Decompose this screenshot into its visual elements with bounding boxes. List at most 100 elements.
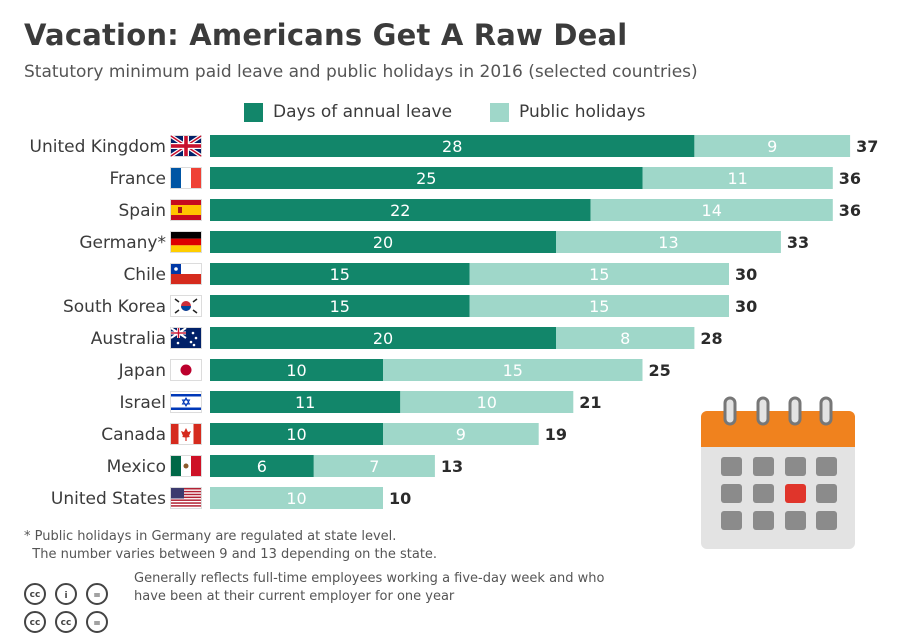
svg-text:=: = [93, 591, 101, 601]
bar-annual-leave [210, 263, 470, 285]
bar-public-holidays [694, 135, 851, 157]
chart-row: South Korea 15 15 30 [63, 295, 757, 317]
bar-value-label: 10 [286, 489, 306, 508]
legend-item-public-holidays: Public holidays [490, 102, 646, 122]
bar-value-label: 10 [286, 361, 306, 380]
bar-annual-leave [210, 295, 470, 317]
svg-text:cc: cc [61, 618, 72, 628]
south-korea-flag-icon [170, 295, 202, 317]
bar-annual-leave [210, 359, 383, 381]
legend-label-public-holidays: Public holidays [519, 102, 646, 122]
country-label: Chile [123, 265, 166, 285]
bar-value-label: 15 [589, 297, 609, 316]
chart-row: Spain 22 14 36 [119, 199, 861, 221]
bar-value-label: 20 [373, 233, 393, 252]
country-label: Mexico [107, 457, 166, 477]
bar-value-label: 22 [390, 201, 410, 220]
svg-text:i: i [64, 591, 67, 601]
bar-public-holidays [590, 199, 833, 221]
bar-public-holidays [556, 231, 781, 253]
bar-value-label: 10 [286, 425, 306, 444]
germany-flag-icon [170, 231, 202, 253]
country-label: France [109, 169, 166, 189]
bar-value-label: 7 [369, 457, 379, 476]
country-label: South Korea [63, 297, 166, 317]
bar-annual-leave [210, 231, 556, 253]
svg-text:cc: cc [30, 590, 41, 600]
bar-annual-leave [210, 327, 556, 349]
country-label: United Kingdom [30, 137, 166, 157]
total-label: 30 [735, 265, 757, 284]
bar-value-label: 15 [330, 265, 350, 284]
canada-flag-icon [170, 423, 202, 445]
legend-item-annual-leave: Days of annual leave [244, 102, 452, 122]
bar-annual-leave [210, 423, 383, 445]
bar-annual-leave [210, 167, 643, 189]
country-label: Spain [119, 201, 167, 221]
us-flag-icon [170, 487, 202, 509]
data-note: Generally reflects full-time employees w… [134, 571, 605, 604]
chart-row: Germany* 20 13 33 [79, 231, 809, 253]
total-label: 36 [839, 201, 861, 220]
total-label: 19 [545, 425, 567, 444]
israel-flag-icon [170, 391, 202, 413]
uk-flag-icon [169, 134, 203, 158]
cc-icon: cc i = cc cc = [24, 583, 108, 633]
bar-value-label: 15 [589, 265, 609, 284]
bar-annual-leave [210, 455, 314, 477]
chart-title: Vacation: Americans Get A Raw Deal [24, 18, 628, 52]
total-label: 37 [856, 137, 878, 156]
bar-value-label: 8 [620, 329, 630, 348]
bar-value-label: 11 [295, 393, 315, 412]
bar-value-label: 10 [477, 393, 497, 412]
bar-annual-leave [210, 391, 401, 413]
chart-row: Israel 11 10 21 [120, 391, 602, 413]
country-label: United States [51, 489, 166, 509]
total-label: 13 [441, 457, 463, 476]
bar-value-label: 25 [416, 169, 436, 188]
mexico-flag-icon [170, 455, 202, 477]
bar-public-holidays [469, 295, 729, 317]
country-label: Japan [118, 361, 166, 381]
legend-label-annual-leave: Days of annual leave [273, 102, 453, 122]
bar-annual-leave [210, 199, 591, 221]
country-label: Canada [101, 425, 166, 445]
total-label: 30 [735, 297, 757, 316]
bar-public-holidays [210, 487, 383, 509]
legend-swatch-public-holidays [490, 102, 510, 122]
chart-row: United Kingdom 28 9 37 [30, 134, 878, 158]
chart-row: United States 10 10 [51, 487, 411, 509]
total-label: 21 [579, 393, 601, 412]
legend-swatch-annual-leave [244, 102, 263, 122]
bar-public-holidays [642, 167, 833, 189]
total-label: 33 [787, 233, 809, 252]
total-label: 10 [389, 489, 411, 508]
bar-value-label: 13 [658, 233, 678, 252]
japan-flag-icon [170, 359, 202, 381]
bar-value-label: 15 [330, 297, 350, 316]
chart-row: Mexico 6 7 13 [107, 455, 463, 477]
chart-subtitle: Statutory minimum paid leave and public … [24, 62, 698, 82]
total-label: 25 [649, 361, 671, 380]
bar-value-label: 20 [373, 329, 393, 348]
australia-flag-icon [170, 327, 202, 349]
country-label: Germany* [79, 233, 166, 253]
bar-value-label: 9 [767, 137, 777, 156]
bar-value-label: 9 [456, 425, 466, 444]
chart-row: Japan 10 15 25 [118, 359, 671, 381]
bar-public-holidays [383, 359, 643, 381]
chart-row: Chile 15 15 30 [123, 263, 757, 285]
footnote: * Public holidays in Germany are regulat… [24, 529, 438, 562]
country-label: Australia [91, 329, 166, 349]
bar-public-holidays [556, 327, 695, 349]
chart-row: France 25 11 36 [109, 167, 861, 189]
bar-value-label: 15 [503, 361, 523, 380]
bar-value-label: 6 [257, 457, 267, 476]
bar-public-holidays [400, 391, 574, 413]
bar-annual-leave [210, 135, 695, 157]
bar-value-label: 28 [442, 137, 462, 156]
svg-text:=: = [93, 619, 101, 629]
bar-value-label: 14 [702, 201, 722, 220]
france-flag-icon [170, 167, 202, 189]
